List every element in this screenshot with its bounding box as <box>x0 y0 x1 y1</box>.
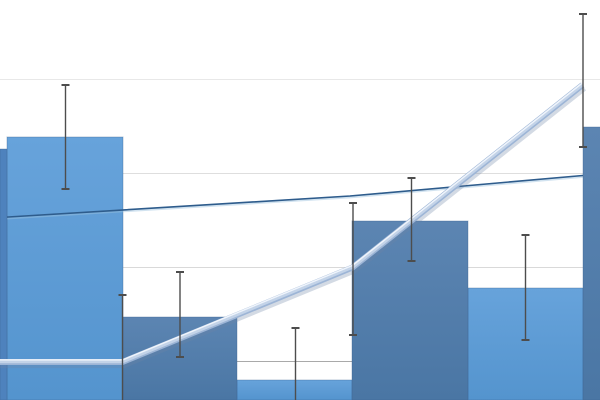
series-line-thick-layer <box>0 82 584 364</box>
bars-light-bar[interactable] <box>236 379 353 400</box>
bars-muted-bar[interactable] <box>582 126 600 400</box>
trendline-halo <box>0 173 600 220</box>
bars-muted-bar[interactable] <box>0 148 8 400</box>
series-line-thick-layer <box>0 82 583 361</box>
bars-muted-bar[interactable] <box>351 220 469 400</box>
trendline-thin[interactable] <box>0 173 600 219</box>
